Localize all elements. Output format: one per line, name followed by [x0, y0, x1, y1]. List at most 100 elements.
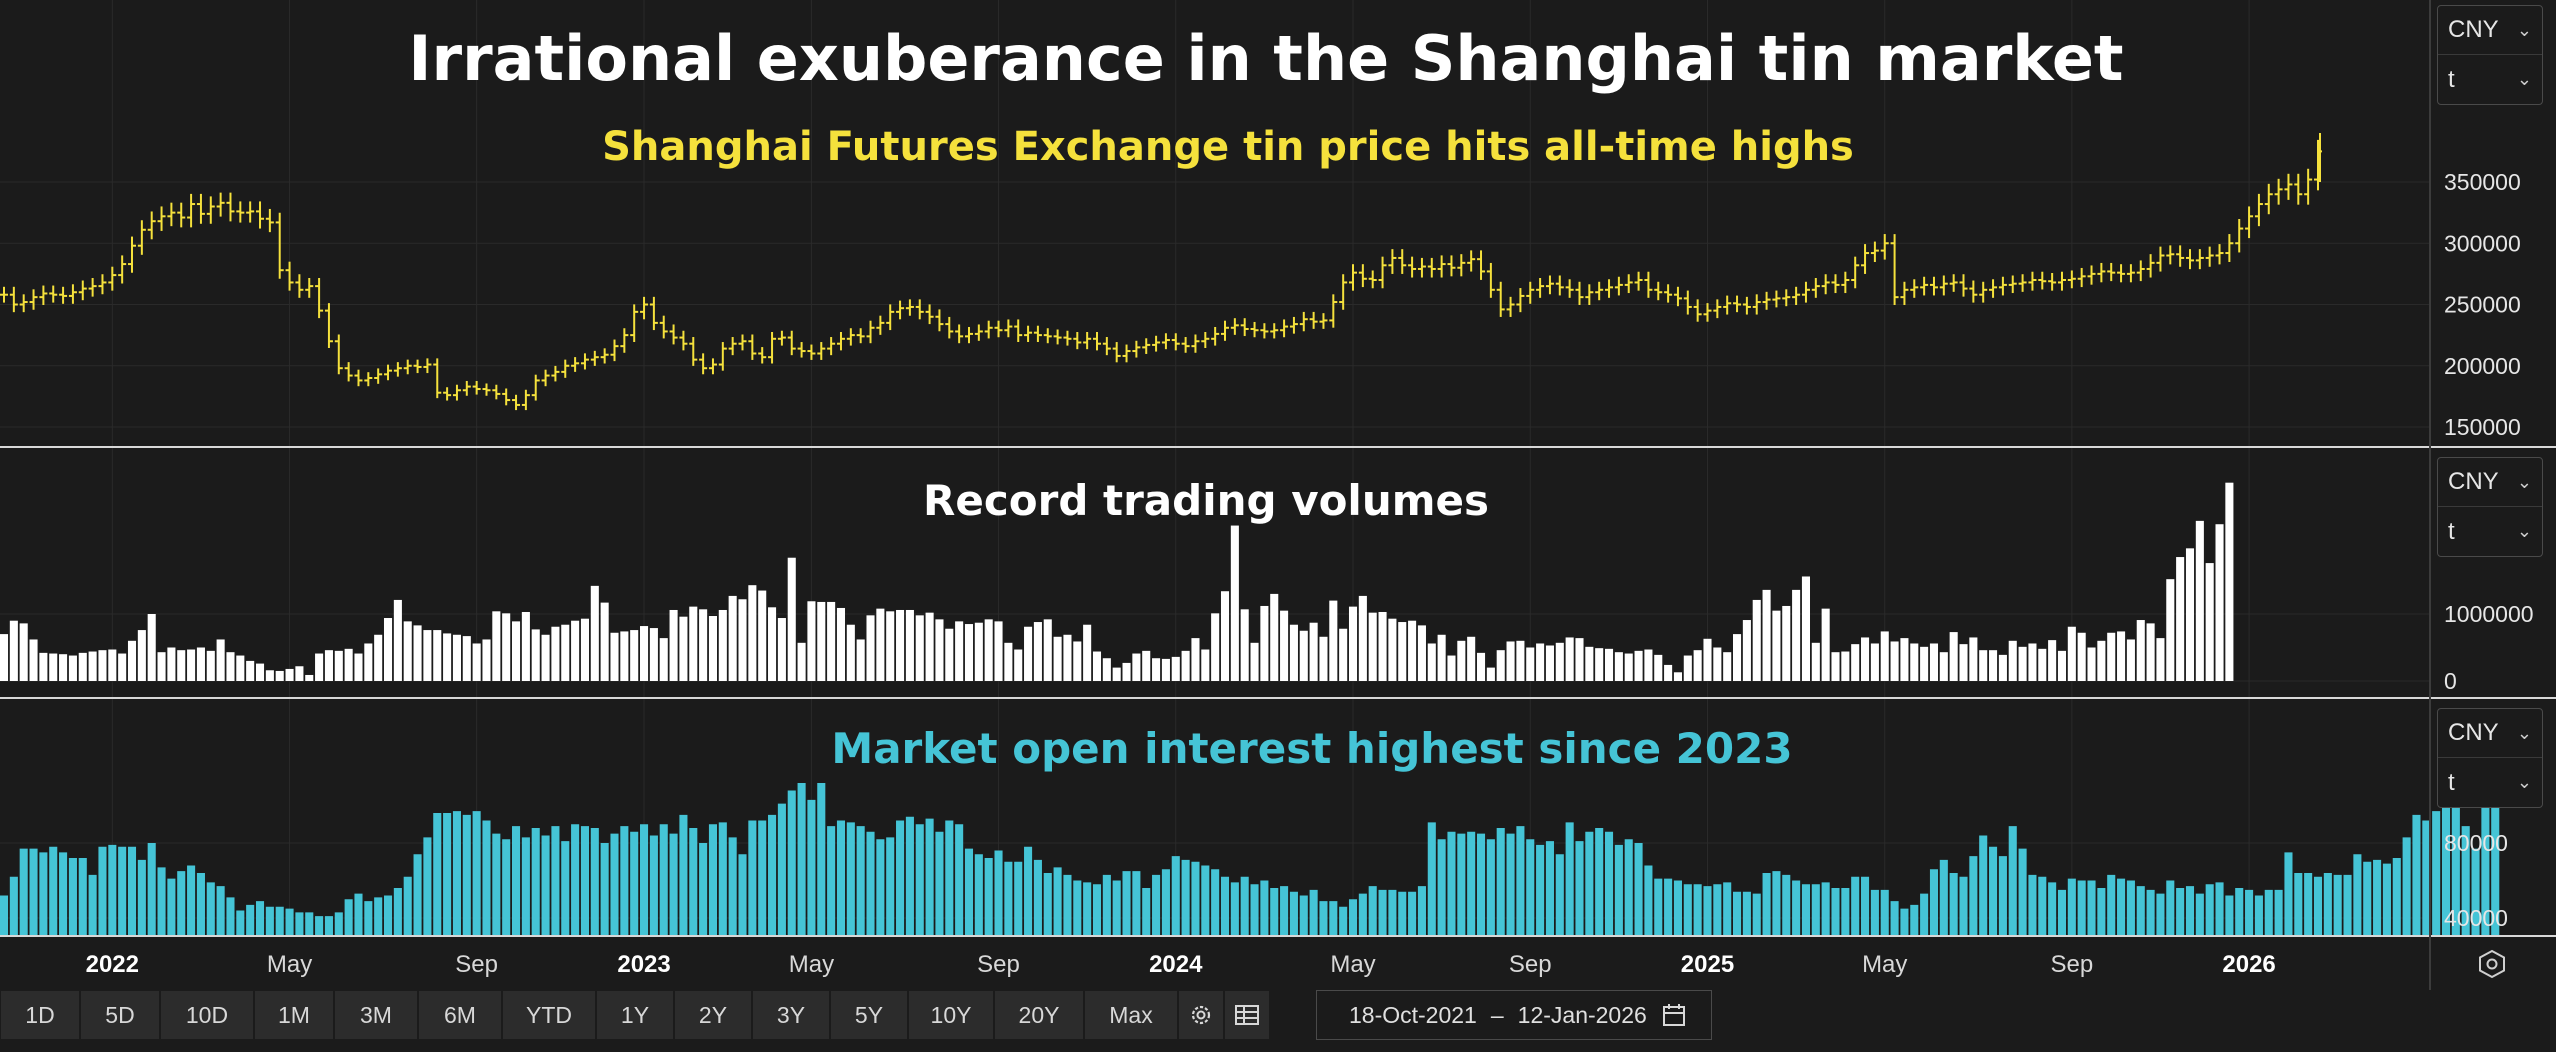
price-bar[interactable]: [1497, 282, 1505, 317]
open-interest-bar[interactable]: [1969, 856, 1977, 936]
open-interest-bar[interactable]: [2147, 890, 2155, 936]
volume-bar[interactable]: [1871, 643, 1879, 681]
price-bar[interactable]: [995, 321, 1003, 338]
volume-bar[interactable]: [738, 599, 746, 681]
open-interest-bar[interactable]: [374, 897, 382, 936]
volume-bar[interactable]: [1654, 655, 1662, 681]
open-interest-bar[interactable]: [1024, 847, 1032, 936]
price-bar[interactable]: [2216, 244, 2224, 264]
open-interest-bar[interactable]: [788, 791, 796, 937]
open-interest-bar[interactable]: [1989, 847, 1997, 936]
price-bar[interactable]: [1142, 338, 1150, 354]
open-interest-bar[interactable]: [1142, 888, 1150, 936]
volume-bar[interactable]: [295, 666, 303, 681]
price-bar[interactable]: [1635, 272, 1643, 291]
open-interest-bar[interactable]: [2334, 875, 2342, 936]
volume-bar[interactable]: [837, 608, 845, 681]
price-bar[interactable]: [798, 342, 806, 357]
volume-bar[interactable]: [1556, 643, 1564, 681]
open-interest-bar[interactable]: [286, 909, 294, 936]
open-interest-bar[interactable]: [866, 832, 874, 936]
open-interest-bar[interactable]: [1054, 867, 1062, 936]
open-interest-bar[interactable]: [2028, 875, 2036, 936]
range-button-ytd[interactable]: YTD: [502, 990, 596, 1040]
price-bar[interactable]: [1841, 272, 1849, 293]
price-bar[interactable]: [1979, 282, 1987, 303]
price-bar[interactable]: [2117, 264, 2125, 282]
open-interest-bar[interactable]: [325, 916, 333, 936]
volume-bar[interactable]: [945, 629, 953, 681]
price-bar[interactable]: [1388, 249, 1396, 274]
open-interest-bar[interactable]: [1664, 879, 1672, 936]
open-interest-bar[interactable]: [1546, 841, 1554, 936]
open-interest-bar[interactable]: [89, 875, 97, 936]
price-bar[interactable]: [867, 321, 875, 344]
price-bar[interactable]: [2147, 254, 2155, 277]
open-interest-bar[interactable]: [2215, 882, 2223, 936]
volume-bar[interactable]: [1113, 668, 1121, 681]
price-bar[interactable]: [945, 317, 953, 338]
open-interest-bar[interactable]: [1428, 822, 1436, 936]
price-bar[interactable]: [1832, 274, 1840, 293]
range-button-5d[interactable]: 5D: [80, 990, 160, 1040]
volume-bar[interactable]: [2186, 548, 2194, 681]
open-interest-bar[interactable]: [591, 828, 599, 936]
open-interest-bar[interactable]: [1556, 854, 1564, 936]
price-bar[interactable]: [2235, 219, 2243, 252]
open-interest-bar[interactable]: [561, 841, 569, 936]
volume-bar[interactable]: [1251, 643, 1259, 681]
open-interest-bar[interactable]: [404, 877, 412, 936]
open-interest-bar[interactable]: [217, 886, 225, 936]
volume-bar[interactable]: [1487, 668, 1495, 681]
volume-bar[interactable]: [2156, 638, 2164, 681]
volume-bar[interactable]: [2127, 639, 2135, 681]
price-bar[interactable]: [1379, 257, 1387, 289]
volume-bar[interactable]: [1477, 653, 1485, 681]
volume-bar[interactable]: [522, 612, 530, 681]
volume-bar[interactable]: [1122, 663, 1130, 681]
volume-bar[interactable]: [1664, 665, 1672, 681]
start-date[interactable]: 18-Oct-2021: [1349, 1002, 1477, 1029]
volume-bar[interactable]: [59, 654, 67, 681]
volume-bar[interactable]: [699, 609, 707, 681]
price-bar[interactable]: [1487, 263, 1495, 298]
price-bar[interactable]: [2137, 260, 2145, 281]
open-interest-bar[interactable]: [620, 826, 628, 936]
open-interest-bar[interactable]: [1516, 826, 1524, 936]
open-interest-bar[interactable]: [1290, 892, 1298, 936]
price-bar[interactable]: [0, 287, 8, 303]
volume-bar[interactable]: [30, 639, 38, 681]
open-interest-bar[interactable]: [246, 905, 254, 936]
price-bar[interactable]: [1940, 275, 1948, 295]
price-bar[interactable]: [463, 381, 471, 396]
unit-select[interactable]: t ⌄: [2438, 55, 2542, 104]
open-interest-bar[interactable]: [1654, 879, 1662, 936]
price-bar[interactable]: [1566, 279, 1574, 298]
volume-bar[interactable]: [2107, 633, 2115, 681]
price-bar[interactable]: [748, 335, 756, 360]
price-bar[interactable]: [89, 278, 97, 297]
volume-bar[interactable]: [1831, 652, 1839, 681]
price-bar[interactable]: [1674, 287, 1682, 306]
open-interest-bar[interactable]: [1753, 894, 1761, 936]
open-interest-bar[interactable]: [2196, 894, 2204, 936]
volume-bar[interactable]: [2176, 557, 2184, 681]
price-bar[interactable]: [1408, 257, 1416, 278]
price-bar[interactable]: [2127, 264, 2135, 282]
open-interest-bar[interactable]: [1585, 832, 1593, 936]
volume-bar[interactable]: [1999, 655, 2007, 681]
volume-bar[interactable]: [217, 639, 225, 681]
price-bar[interactable]: [2058, 272, 2066, 291]
open-interest-bar[interactable]: [965, 849, 973, 936]
volume-bar[interactable]: [1004, 643, 1012, 681]
price-bar[interactable]: [256, 201, 264, 228]
open-interest-bar[interactable]: [1635, 843, 1643, 936]
volume-bar[interactable]: [610, 633, 618, 681]
open-interest-bar[interactable]: [335, 912, 343, 936]
open-interest-bar[interactable]: [1595, 828, 1603, 936]
open-interest-bar[interactable]: [148, 843, 156, 936]
open-interest-bar[interactable]: [1772, 871, 1780, 936]
volume-bar[interactable]: [1132, 654, 1140, 681]
volume-bar[interactable]: [1753, 600, 1761, 681]
open-interest-bar[interactable]: [1831, 888, 1839, 936]
